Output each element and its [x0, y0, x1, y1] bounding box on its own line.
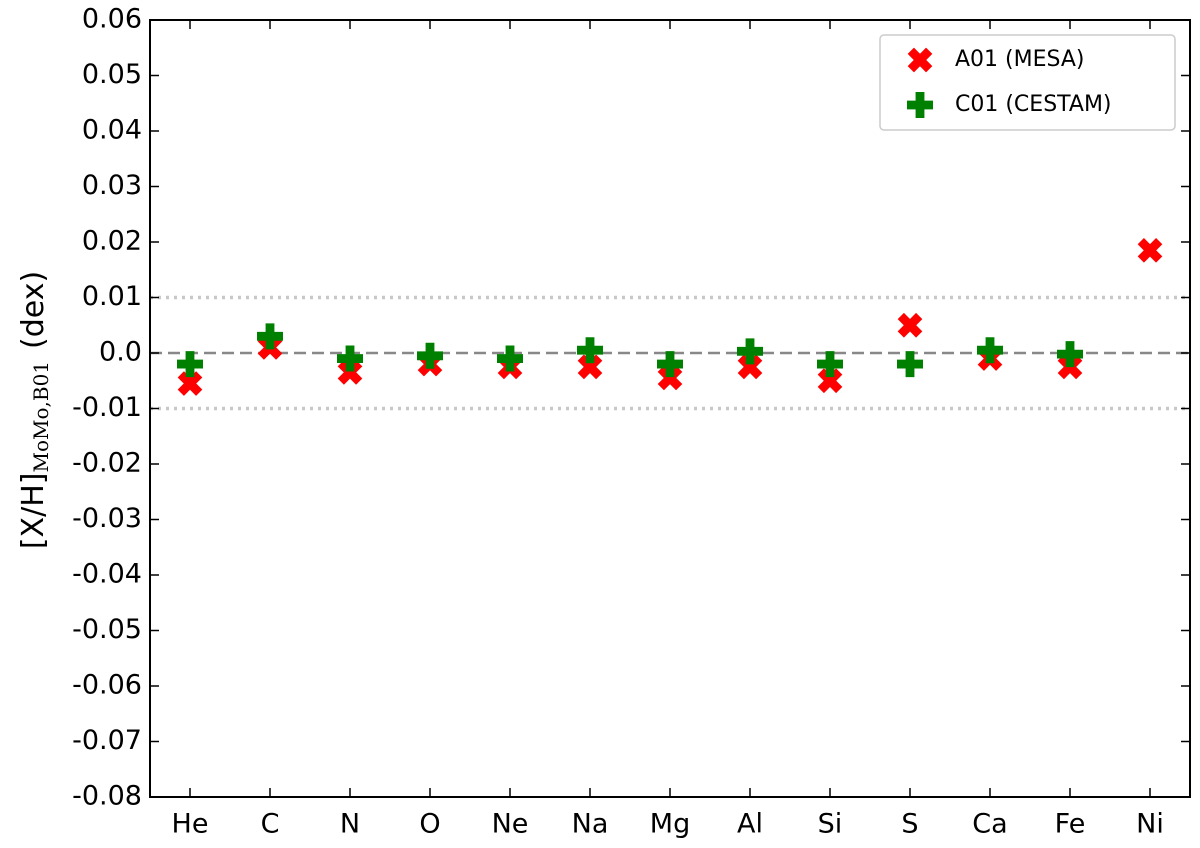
- y-tick-label: -0.07: [72, 725, 142, 756]
- y-tick-label: -0.01: [72, 392, 142, 423]
- x-tick-label: Ni: [1136, 809, 1164, 840]
- y-tick-label: 0.01: [82, 281, 142, 312]
- y-tick-label: 0.02: [82, 226, 142, 257]
- legend-marker: [907, 47, 933, 73]
- x-tick-label: Ca: [972, 809, 1007, 840]
- data-point: [897, 312, 923, 338]
- y-tick-label: -0.08: [72, 781, 142, 812]
- data-point: [337, 345, 363, 372]
- y-tick-label: -0.04: [72, 559, 142, 590]
- x-tick-label: Ne: [492, 809, 529, 840]
- x-tick-label: He: [172, 809, 209, 840]
- data-point: [817, 368, 843, 394]
- legend-label: C01 (CESTAM): [955, 92, 1112, 117]
- x-tick-label: N: [340, 809, 360, 840]
- y-tick-label: 0.0: [99, 337, 142, 368]
- legend-marker: [907, 92, 933, 118]
- x-tick-label: O: [419, 809, 440, 840]
- y-tick-label: 0.04: [82, 115, 142, 146]
- data-point: [177, 371, 203, 396]
- legend-label: A01 (MESA): [955, 47, 1085, 72]
- x-tick-label: Na: [572, 809, 609, 840]
- legend-box: [879, 34, 1176, 131]
- data-point: [177, 351, 203, 378]
- y-tick-label: 0.05: [82, 59, 142, 90]
- data-point: [257, 323, 283, 350]
- data-point: [577, 354, 603, 380]
- data-point: [1057, 341, 1083, 368]
- data-point: [1137, 238, 1163, 263]
- data-point: [577, 337, 603, 364]
- data-point: [417, 342, 443, 369]
- data-point: [737, 338, 763, 365]
- y-tick-label: -0.02: [72, 448, 142, 479]
- y-tick-label: -0.06: [72, 670, 142, 701]
- data-point: [337, 360, 363, 385]
- data-point: [497, 345, 523, 372]
- data-point: [657, 365, 683, 391]
- y-label-unit: (dex): [16, 271, 51, 349]
- data-point: [657, 351, 683, 378]
- x-tick-label: Fe: [1055, 809, 1086, 840]
- y-tick-label: -0.03: [72, 503, 142, 534]
- y-tick-label: 0.03: [82, 170, 142, 201]
- y-tick-label: 0.06: [82, 4, 142, 35]
- data-point: [817, 351, 843, 378]
- data-point: [977, 337, 1003, 364]
- y-label-subscript: MoMo,B01: [29, 361, 53, 473]
- data-point: [737, 354, 763, 380]
- y-tick-label: -0.05: [72, 614, 142, 645]
- data-point: [897, 351, 923, 378]
- x-tick-label: S: [901, 809, 918, 840]
- x-tick-label: C: [261, 809, 280, 840]
- x-tick-label: Mg: [650, 809, 690, 840]
- x-tick-label: Al: [737, 809, 763, 840]
- y-label-main: [X/H]: [16, 473, 51, 550]
- x-tick-label: Si: [818, 809, 843, 840]
- y-axis-label: [X/H]MoMo,B01 (dex): [16, 271, 53, 549]
- plot-frame: [149, 19, 1191, 798]
